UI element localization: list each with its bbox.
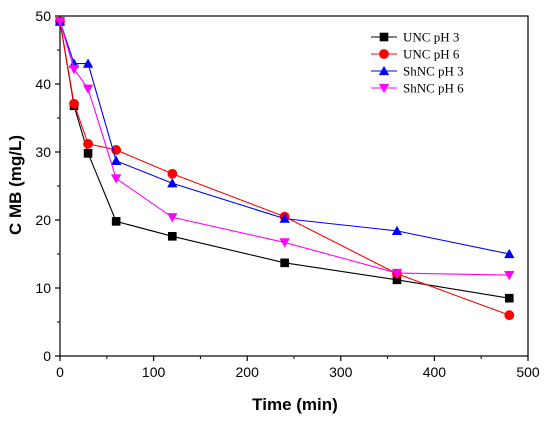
series-line [59, 21, 510, 316]
legend-entry: ShNC pH 6 [371, 81, 464, 96]
data-point [167, 213, 178, 223]
series-3 [54, 16, 515, 259]
data-point [279, 213, 290, 223]
legend-marker [378, 65, 390, 76]
y-tick-label: 30 [35, 144, 51, 160]
y-tick-label: 50 [35, 8, 51, 24]
data-point [82, 58, 94, 68]
legend-marker [378, 83, 390, 94]
data-point [111, 174, 122, 184]
x-axis-title: Time (min) [252, 395, 338, 414]
y-tick-label: 10 [35, 280, 51, 296]
legend-marker [379, 32, 389, 42]
legend-entry: ShNC pH 3 [371, 64, 464, 79]
legend-entry: UNC pH 3 [371, 30, 459, 45]
y-tick-label: 0 [43, 348, 51, 364]
data-point [68, 64, 80, 75]
y-axis-title: C MB (mg/L) [6, 135, 25, 235]
y-tick-label: 20 [35, 212, 51, 228]
series-line [59, 21, 510, 299]
data-point [167, 178, 178, 188]
data-point [391, 268, 403, 279]
data-point [54, 17, 66, 27]
data-point [111, 155, 122, 165]
data-point [168, 232, 177, 241]
data-point [280, 258, 289, 268]
data-point [167, 168, 178, 179]
data-point [83, 149, 93, 158]
data-point [504, 248, 515, 259]
data-point [504, 293, 514, 303]
series-line [59, 21, 510, 276]
series-layer [54, 16, 515, 321]
series-2 [55, 16, 515, 321]
x-tick-label: 200 [236, 364, 260, 380]
data-point [69, 98, 79, 109]
legend-label: ShNC pH 3 [403, 64, 464, 79]
axes: 0 100 200 300 400 500 0 10 20 30 40 50 [35, 8, 539, 380]
data-point [111, 217, 121, 226]
data-point [83, 138, 93, 149]
data-point [279, 238, 290, 248]
data-point [392, 275, 402, 285]
x-tick-label: 100 [142, 364, 166, 380]
y-tick-label: 40 [35, 76, 51, 92]
legend-label: UNC pH 6 [403, 47, 460, 62]
legend: UNC pH 3 UNC pH 6 ShNC pH 3 ShNC pH 6 [371, 30, 464, 96]
data-point [504, 310, 515, 321]
x-tick-label: 400 [423, 364, 447, 380]
legend-label: ShNC pH 6 [403, 81, 464, 96]
x-tick-label: 0 [56, 364, 64, 380]
legend-entry: UNC pH 6 [371, 47, 460, 62]
legend-label: UNC pH 3 [403, 30, 459, 45]
data-point [504, 270, 515, 281]
x-tick-label: 500 [516, 364, 540, 380]
legend-marker [379, 49, 389, 59]
x-tick-label: 300 [329, 364, 353, 380]
data-point [82, 84, 94, 94]
series-4 [54, 17, 515, 281]
data-point [391, 225, 403, 236]
